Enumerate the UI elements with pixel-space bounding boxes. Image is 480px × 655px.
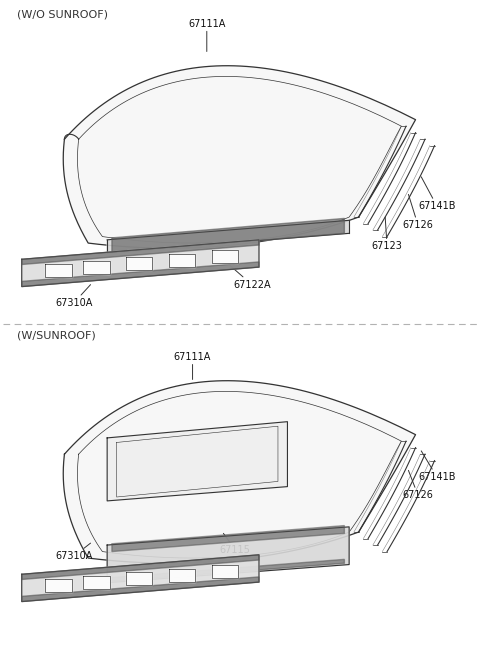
Text: 67123: 67123 — [372, 217, 403, 252]
Text: 67141B: 67141B — [418, 451, 456, 482]
Text: 67111A: 67111A — [174, 352, 211, 379]
Polygon shape — [22, 262, 259, 287]
Polygon shape — [169, 569, 195, 582]
Polygon shape — [112, 218, 344, 253]
Polygon shape — [169, 253, 195, 267]
Text: 67310A: 67310A — [55, 285, 93, 308]
Polygon shape — [212, 565, 238, 578]
Polygon shape — [63, 66, 416, 248]
Text: 67310A: 67310A — [55, 543, 93, 561]
Polygon shape — [22, 240, 259, 287]
Polygon shape — [107, 220, 349, 253]
Polygon shape — [84, 261, 109, 274]
Polygon shape — [107, 422, 288, 501]
Polygon shape — [107, 527, 349, 583]
Polygon shape — [63, 381, 416, 563]
Polygon shape — [84, 576, 109, 589]
Text: 67111A: 67111A — [188, 18, 226, 52]
Text: 67126: 67126 — [402, 195, 433, 230]
Text: 67115: 67115 — [220, 533, 251, 555]
Polygon shape — [22, 555, 259, 601]
Polygon shape — [22, 555, 259, 580]
Polygon shape — [22, 240, 259, 265]
Polygon shape — [112, 525, 344, 552]
Polygon shape — [112, 559, 344, 582]
Polygon shape — [22, 577, 259, 601]
Polygon shape — [46, 579, 72, 592]
Text: 67141B: 67141B — [418, 177, 456, 211]
Text: (W/O SUNROOF): (W/O SUNROOF) — [17, 9, 108, 19]
Text: (W/SUNROOF): (W/SUNROOF) — [17, 331, 96, 341]
Polygon shape — [126, 572, 152, 585]
Polygon shape — [46, 264, 72, 277]
Polygon shape — [212, 250, 238, 263]
Text: 67126: 67126 — [402, 470, 433, 500]
Polygon shape — [126, 257, 152, 271]
Text: 67122A: 67122A — [228, 264, 271, 290]
